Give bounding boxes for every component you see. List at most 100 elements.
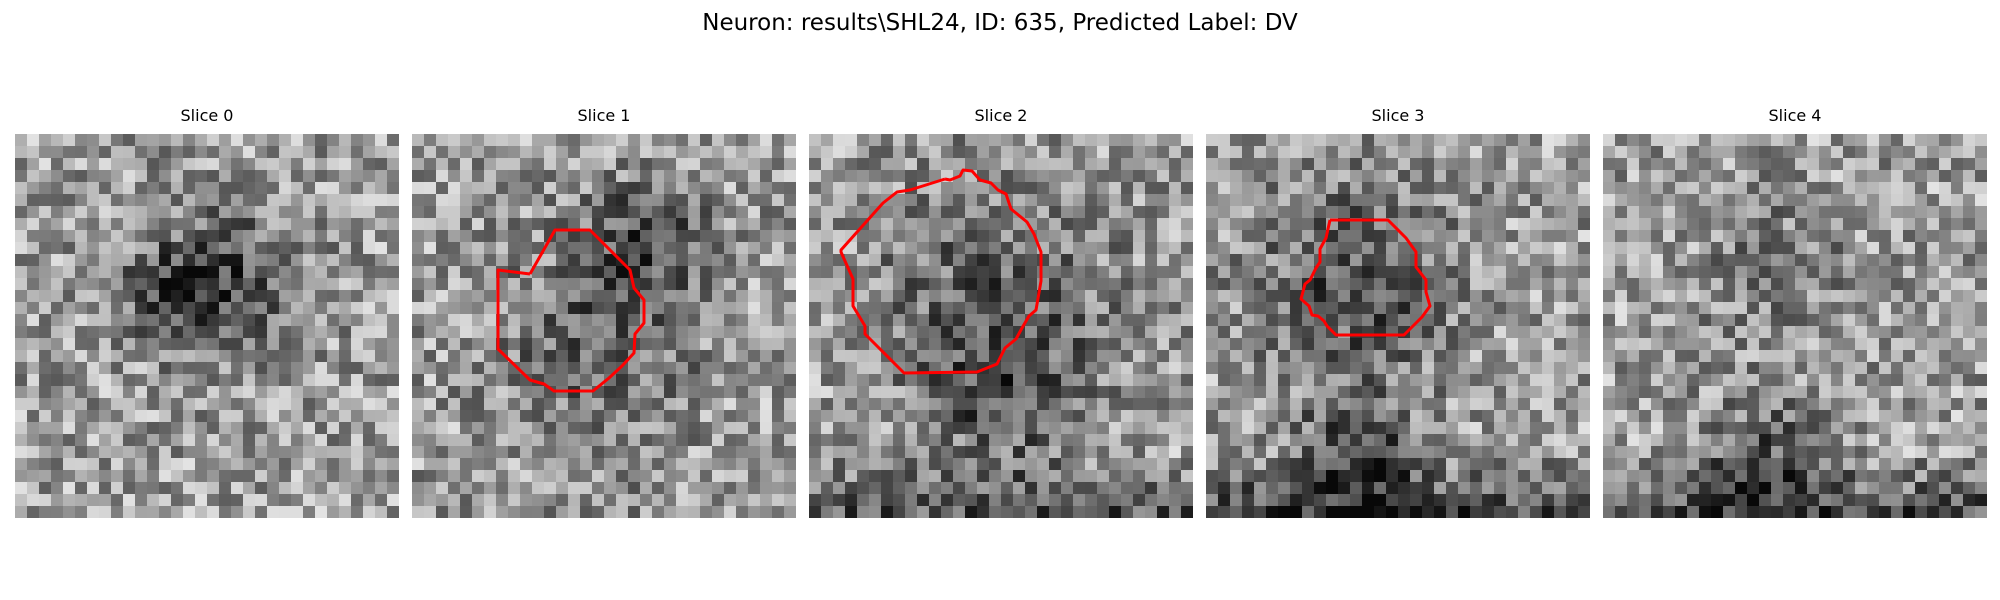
pixel-tile xyxy=(1242,290,1254,302)
pixel-tile xyxy=(1001,458,1013,470)
pixel-tile xyxy=(1867,398,1879,410)
pixel-tile xyxy=(508,278,520,290)
pixel-tile xyxy=(1795,194,1807,206)
pixel-tile xyxy=(111,338,123,350)
pixel-tile xyxy=(327,302,339,314)
pixel-tile xyxy=(929,266,941,278)
pixel-tile xyxy=(1326,194,1338,206)
pixel-tile xyxy=(27,206,39,218)
pixel-tile xyxy=(628,458,640,470)
pixel-tile xyxy=(1157,458,1169,470)
pixel-tile xyxy=(1951,134,1963,146)
pixel-tile xyxy=(1747,422,1759,434)
pixel-tile xyxy=(508,374,520,386)
pixel-tile xyxy=(1711,374,1723,386)
pixel-tile xyxy=(267,182,279,194)
pixel-tile xyxy=(881,242,893,254)
pixel-tile xyxy=(1374,362,1386,374)
pixel-tile xyxy=(1085,374,1097,386)
pixel-tile xyxy=(1518,434,1530,446)
pixel-tile xyxy=(1230,338,1242,350)
pixel-tile xyxy=(219,254,231,266)
pixel-tile xyxy=(1278,206,1290,218)
pixel-tile xyxy=(1639,218,1651,230)
pixel-tile xyxy=(1795,146,1807,158)
pixel-tile xyxy=(917,134,929,146)
pixel-tile xyxy=(159,278,171,290)
pixel-tile xyxy=(1651,362,1663,374)
pixel-tile xyxy=(917,362,929,374)
pixel-tile xyxy=(99,458,111,470)
pixel-tile xyxy=(1879,362,1891,374)
pixel-tile xyxy=(1013,338,1025,350)
pixel-tile xyxy=(857,170,869,182)
pixel-tile xyxy=(1109,194,1121,206)
pixel-tile xyxy=(1723,170,1735,182)
pixel-tile xyxy=(1242,494,1254,506)
pixel-tile xyxy=(1061,350,1073,362)
pixel-tile xyxy=(460,146,472,158)
pixel-tile xyxy=(231,254,243,266)
pixel-tile xyxy=(1049,302,1061,314)
pixel-tile xyxy=(1181,230,1193,242)
pixel-tile xyxy=(63,506,75,518)
pixel-tile xyxy=(953,338,965,350)
pixel-tile xyxy=(688,266,700,278)
pixel-tile xyxy=(1025,446,1037,458)
pixel-tile xyxy=(484,194,496,206)
pixel-tile xyxy=(941,422,953,434)
pixel-tile xyxy=(845,386,857,398)
pixel-tile xyxy=(1013,470,1025,482)
pixel-tile xyxy=(87,506,99,518)
pixel-tile xyxy=(39,254,51,266)
pixel-tile xyxy=(700,230,712,242)
pixel-tile xyxy=(929,350,941,362)
pixel-tile xyxy=(472,206,484,218)
pixel-tile xyxy=(1566,254,1578,266)
pixel-tile xyxy=(1783,410,1795,422)
pixel-tile xyxy=(965,338,977,350)
pixel-tile xyxy=(688,170,700,182)
pixel-tile xyxy=(1639,146,1651,158)
pixel-tile xyxy=(520,158,532,170)
pixel-tile xyxy=(375,350,387,362)
pixel-tile xyxy=(712,206,724,218)
pixel-tile xyxy=(1554,470,1566,482)
pixel-tile xyxy=(1783,146,1795,158)
pixel-tile xyxy=(436,314,448,326)
pixel-tile xyxy=(833,302,845,314)
pixel-tile xyxy=(472,422,484,434)
pixel-tile xyxy=(1891,338,1903,350)
pixel-tile xyxy=(1795,242,1807,254)
pixel-tile xyxy=(700,386,712,398)
pixel-tile xyxy=(1627,182,1639,194)
pixel-tile xyxy=(845,146,857,158)
pixel-tile xyxy=(39,302,51,314)
pixel-tile xyxy=(1795,446,1807,458)
pixel-tile xyxy=(448,230,460,242)
pixel-tile xyxy=(1975,302,1987,314)
pixel-tile xyxy=(1855,134,1867,146)
pixel-tile xyxy=(303,470,315,482)
pixel-tile xyxy=(748,398,760,410)
pixel-tile xyxy=(508,182,520,194)
pixel-tile xyxy=(87,194,99,206)
pixel-tile xyxy=(592,194,604,206)
pixel-tile xyxy=(15,422,27,434)
pixel-tile xyxy=(1230,314,1242,326)
pixel-tile xyxy=(1687,386,1699,398)
pixel-tile xyxy=(1230,278,1242,290)
pixel-tile xyxy=(387,290,399,302)
pixel-tile xyxy=(1254,338,1266,350)
pixel-tile xyxy=(1049,182,1061,194)
pixel-tile xyxy=(1711,386,1723,398)
pixel-tile xyxy=(87,446,99,458)
pixel-tile xyxy=(1494,374,1506,386)
pixel-tile xyxy=(676,290,688,302)
pixel-tile xyxy=(1891,314,1903,326)
pixel-tile xyxy=(1013,194,1025,206)
pixel-tile xyxy=(1542,470,1554,482)
pixel-tile xyxy=(1181,374,1193,386)
pixel-tile xyxy=(580,182,592,194)
pixel-tile xyxy=(1566,362,1578,374)
